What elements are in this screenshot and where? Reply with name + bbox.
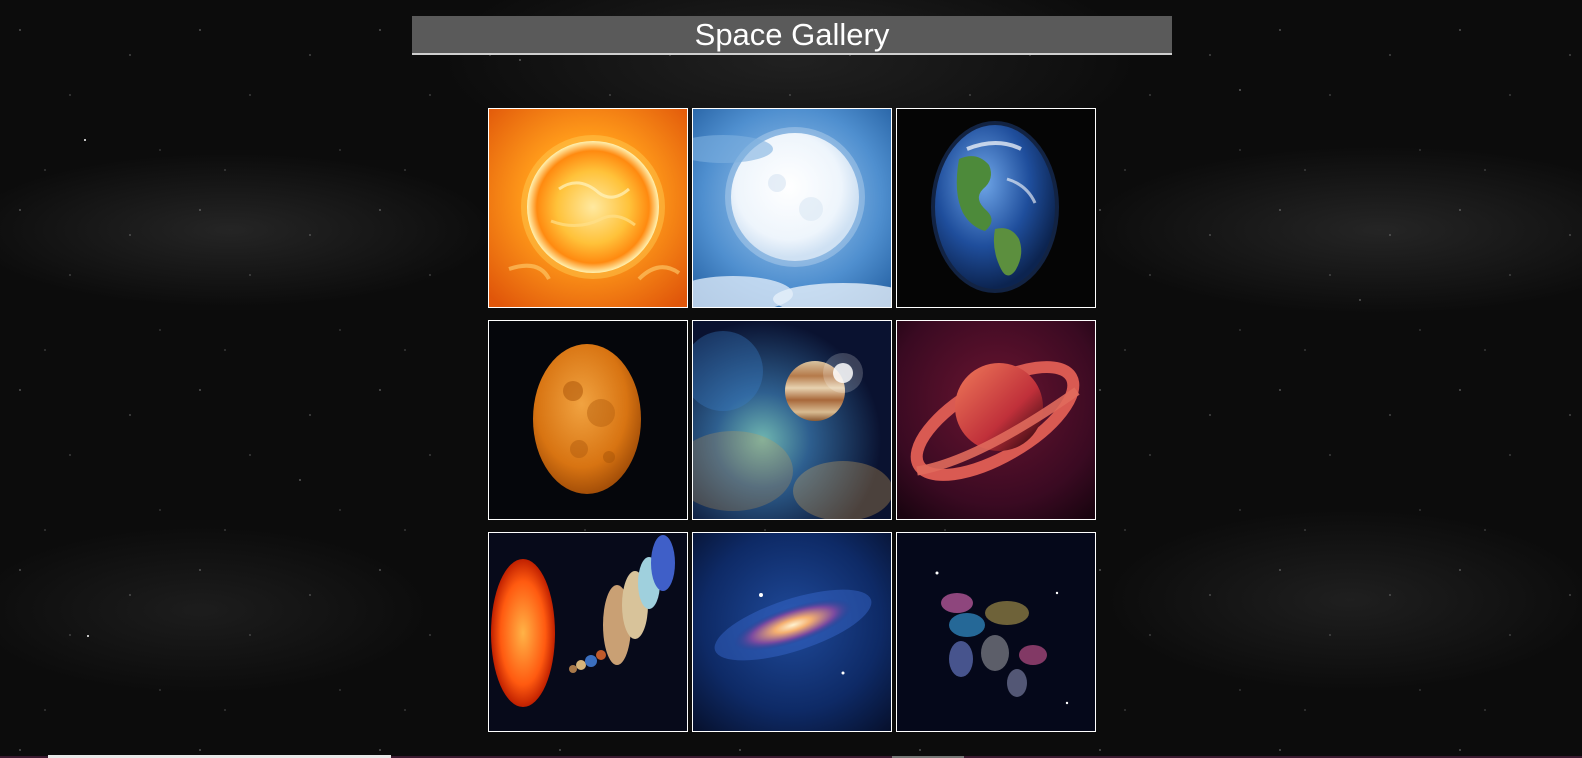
orange-moon-image	[489, 321, 687, 519]
horizontal-scrollbar-thumb[interactable]	[48, 755, 391, 758]
gallery-item-sun[interactable]	[488, 108, 688, 308]
galaxies-cluster-image	[897, 533, 1095, 731]
galaxy-image	[693, 533, 891, 731]
earth-image	[897, 109, 1095, 307]
gallery-item-jupiter[interactable]	[692, 320, 892, 520]
image-gallery	[488, 108, 1096, 732]
sun-image	[489, 109, 687, 307]
gallery-item-saturn[interactable]	[896, 320, 1096, 520]
saturn-red-image	[897, 321, 1095, 519]
gallery-item-full-moon[interactable]	[692, 108, 892, 308]
gallery-item-solar-system[interactable]	[488, 532, 688, 732]
page-header: Space Gallery	[412, 16, 1172, 55]
solar-system-image	[489, 533, 687, 731]
gallery-item-earth[interactable]	[896, 108, 1096, 308]
bottom-edge	[0, 756, 1582, 758]
gallery-item-galaxies[interactable]	[896, 532, 1096, 732]
page-title: Space Gallery	[694, 17, 890, 52]
gallery-item-galaxy[interactable]	[692, 532, 892, 732]
jupiter-nebula-image	[693, 321, 891, 519]
bottom-divider	[892, 756, 964, 758]
gallery-item-orange-moon[interactable]	[488, 320, 688, 520]
full-moon-image	[693, 109, 891, 307]
